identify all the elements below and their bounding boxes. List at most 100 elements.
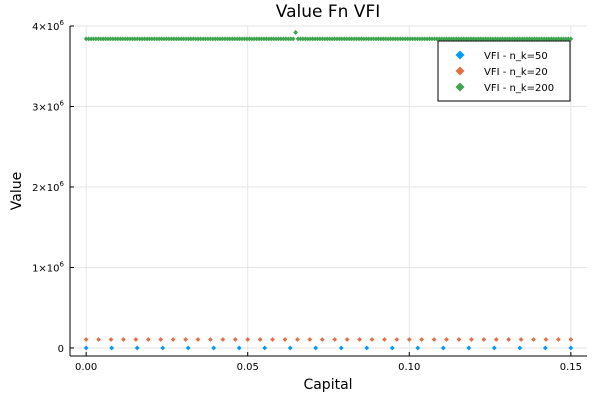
- data-point: [440, 345, 446, 351]
- y-tick-label: 1×106: [32, 260, 64, 274]
- data-point: [217, 36, 223, 42]
- data-point: [495, 36, 501, 42]
- data-point: [232, 337, 238, 342]
- data-point: [390, 36, 396, 42]
- data-point: [568, 36, 574, 42]
- data-point: [147, 36, 152, 42]
- data-point: [473, 36, 479, 42]
- data-point: [171, 36, 177, 42]
- data-point: [324, 36, 330, 42]
- data-point: [395, 36, 401, 42]
- y-ticks: 0 1×106 2×106 3×106 4×106: [32, 19, 74, 355]
- y-tick-label: 0: [58, 344, 64, 355]
- data-point: [463, 36, 469, 42]
- data-point: [446, 36, 452, 42]
- data-point: [83, 345, 89, 351]
- data-point: [466, 36, 471, 42]
- data-point: [354, 36, 359, 42]
- legend: VFI - n_k=50 VFI - n_k=20 VFI - n_k=200: [437, 40, 571, 102]
- data-point: [400, 36, 406, 42]
- data-point: [121, 337, 126, 342]
- data-point: [145, 337, 151, 342]
- data-point: [427, 36, 432, 42]
- data-point: [322, 36, 328, 42]
- data-point: [266, 36, 272, 42]
- data-point: [434, 36, 440, 42]
- data-point: [246, 36, 252, 42]
- data-point: [173, 36, 179, 42]
- data-point: [110, 36, 116, 42]
- data-point: [344, 337, 350, 342]
- data-point: [212, 36, 218, 42]
- x-tick-label: 0.15: [560, 362, 582, 373]
- data-point: [181, 36, 186, 42]
- grid: [70, 25, 587, 356]
- data-point: [293, 30, 299, 35]
- data-point: [471, 36, 476, 42]
- data-point: [156, 36, 162, 42]
- data-point: [509, 36, 515, 42]
- data-point: [441, 36, 447, 42]
- axes: [69, 26, 587, 357]
- data-point: [394, 337, 400, 342]
- data-point: [307, 36, 313, 42]
- data-point: [531, 36, 537, 42]
- data-point: [466, 345, 472, 351]
- data-point: [568, 345, 574, 351]
- data-point: [268, 36, 274, 42]
- y-tick-label: 2×106: [32, 180, 64, 194]
- data-point: [329, 36, 335, 42]
- data-point: [332, 337, 338, 342]
- data-point: [432, 36, 437, 42]
- data-point: [83, 36, 89, 42]
- data-point: [506, 337, 512, 342]
- data-point: [563, 36, 569, 42]
- data-point: [397, 36, 403, 42]
- data-point: [338, 345, 344, 351]
- data-point: [154, 36, 160, 42]
- data-point: [176, 36, 182, 42]
- data-point: [245, 337, 251, 342]
- data-point: [458, 36, 464, 42]
- data-point: [444, 337, 449, 342]
- data-point: [534, 36, 540, 42]
- data-point: [505, 36, 510, 42]
- data-point: [417, 36, 423, 42]
- data-point: [210, 36, 216, 42]
- data-point: [166, 36, 172, 42]
- data-point: [310, 36, 316, 42]
- data-point: [319, 337, 325, 342]
- data-point: [380, 36, 386, 42]
- data-point: [112, 36, 118, 42]
- data-point: [369, 337, 375, 342]
- data-point: [536, 36, 542, 42]
- data-point: [315, 36, 320, 42]
- data-point: [518, 337, 524, 342]
- data-point: [522, 36, 527, 42]
- data-points: [83, 30, 574, 351]
- data-point: [193, 36, 199, 42]
- data-point: [512, 36, 518, 42]
- data-point: [341, 36, 347, 42]
- data-point: [517, 36, 523, 42]
- data-point: [344, 36, 350, 42]
- data-point: [566, 36, 571, 42]
- data-point: [96, 337, 101, 342]
- data-point: [334, 36, 340, 42]
- data-point: [125, 36, 130, 42]
- legend-label: VFI - n_k=20: [484, 67, 548, 78]
- data-point: [195, 337, 201, 342]
- data-point: [225, 36, 230, 42]
- data-point: [502, 36, 508, 42]
- data-point: [507, 36, 513, 42]
- data-point: [357, 337, 362, 342]
- data-point: [120, 36, 126, 42]
- data-point: [439, 36, 445, 42]
- x-tick-label: 0.00: [75, 362, 97, 373]
- data-point: [305, 36, 311, 42]
- data-point: [483, 36, 488, 42]
- data-point: [327, 36, 333, 42]
- data-point: [497, 36, 503, 42]
- data-point: [234, 36, 240, 42]
